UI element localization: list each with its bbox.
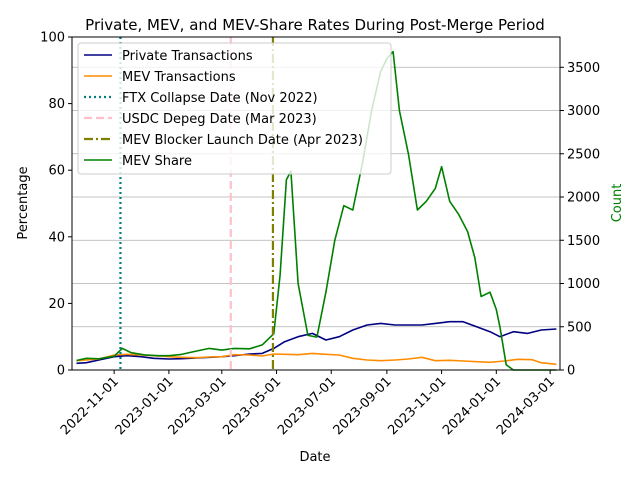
y-right-tick-label: 2000 bbox=[567, 191, 600, 206]
chart-title: Private, MEV, and MEV-Share Rates During… bbox=[85, 16, 545, 34]
y-tick-label: 40 bbox=[48, 230, 65, 245]
y-tick-label: 80 bbox=[48, 97, 65, 112]
legend-box bbox=[77, 42, 392, 175]
series-line-private-transactions bbox=[76, 320, 557, 365]
legend-label: Private Transactions bbox=[122, 49, 253, 64]
legend-label: USDC Depeg Date (Mar 2023) bbox=[122, 112, 317, 127]
x-tick-label: 2023-07-01 bbox=[275, 374, 339, 438]
y-axis-label: Percentage bbox=[16, 166, 31, 239]
y-axis-right-label: Count bbox=[610, 184, 625, 223]
y-tick-label: 60 bbox=[48, 164, 65, 179]
legend: Private Transactions MEV Transactions FTX … bbox=[77, 42, 392, 175]
y-right-tick-label: 0 bbox=[567, 364, 575, 379]
y-tick-label: 0 bbox=[57, 364, 65, 379]
x-tick-label: 2024-03-01 bbox=[494, 374, 558, 438]
series-line-mev-share bbox=[76, 50, 557, 371]
y-right-tick-label: 3000 bbox=[567, 104, 600, 119]
plot-frame bbox=[71, 36, 561, 371]
y-tick-label: 100 bbox=[40, 31, 65, 46]
x-axis-label: Date bbox=[299, 450, 330, 465]
y-tick-label: 20 bbox=[48, 297, 65, 312]
y-right-tick-label: 500 bbox=[567, 320, 592, 335]
legend-label: MEV Share bbox=[122, 154, 192, 169]
legend-label: MEV Transactions bbox=[122, 70, 236, 85]
legend-label: FTX Collapse Date (Nov 2022) bbox=[122, 91, 318, 106]
y-right-tick-label: 1000 bbox=[567, 277, 600, 292]
y-right-tick-label: 3500 bbox=[567, 61, 600, 76]
legend-label: MEV Blocker Launch Date (Apr 2023) bbox=[122, 133, 363, 148]
y-right-tick-label: 2500 bbox=[567, 147, 600, 162]
y-right-tick-label: 1500 bbox=[567, 234, 600, 249]
series-line-mev-transactions bbox=[76, 352, 557, 366]
